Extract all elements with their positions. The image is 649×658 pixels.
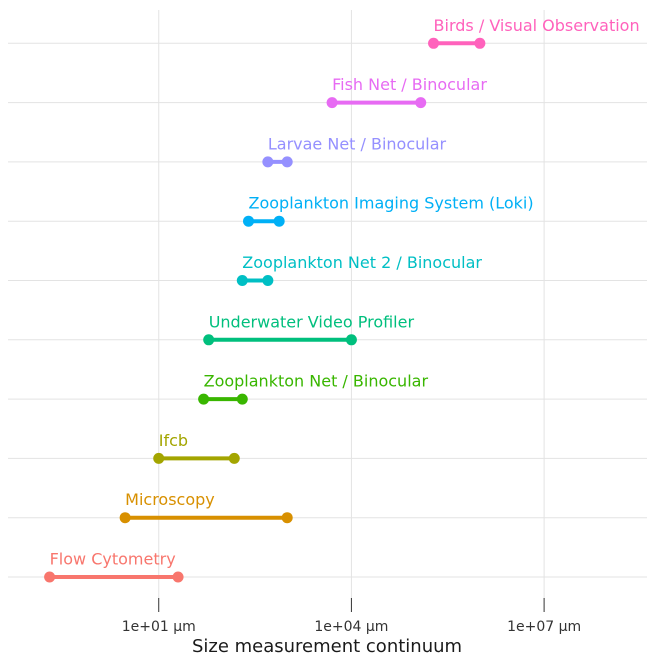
category-label: Underwater Video Profiler [209,312,415,331]
category-label: Zooplankton Imaging System (Loki) [249,194,534,213]
x-axis-title: Size measurement continuum [192,636,462,657]
start-point [203,334,215,346]
start-point [428,37,440,49]
category-label: Zooplankton Net / Binocular [204,372,429,391]
x-tick-label: 1e+07 µm [507,619,581,635]
start-point [44,571,56,583]
end-point [415,97,427,109]
category-label: Larvae Net / Binocular [268,134,447,153]
end-point [228,452,240,464]
start-point [119,512,131,524]
end-point [474,37,486,49]
end-point [345,334,357,346]
start-point [198,393,210,405]
end-point [236,393,248,405]
start-point [326,97,338,109]
category-label: Ifcb [159,431,188,450]
end-point [262,275,274,286]
start-point [153,452,165,464]
category-label: Fish Net / Binocular [332,75,487,94]
x-tick-label: 1e+01 µm [122,619,196,635]
start-point [236,275,248,286]
start-point [262,156,274,168]
end-point [281,156,293,168]
end-point [281,512,293,524]
end-point [172,571,184,583]
x-tick-label: 1e+04 µm [314,619,388,635]
category-label: Flow Cytometry [50,550,176,569]
category-label: Microscopy [125,490,215,509]
category-label: Birds / Visual Observation [434,16,640,35]
category-label: Zooplankton Net 2 / Binocular [242,253,482,272]
start-point [243,215,255,227]
end-point [273,215,285,227]
